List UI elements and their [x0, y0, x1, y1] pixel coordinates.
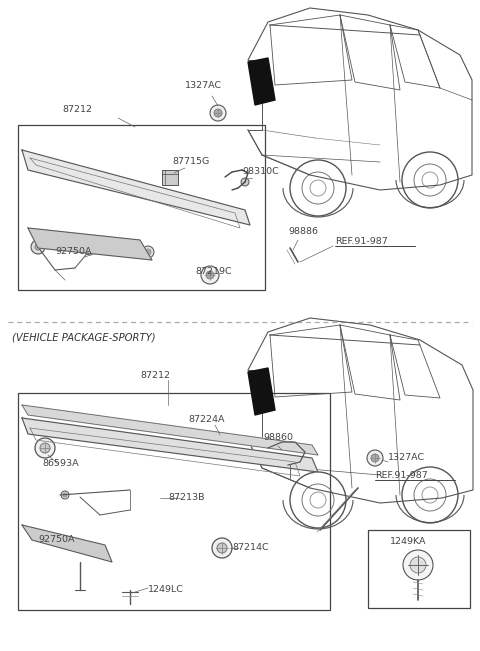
Text: 92750A: 92750A	[38, 536, 74, 544]
Text: 87213B: 87213B	[168, 493, 204, 501]
Polygon shape	[248, 368, 275, 415]
Text: (VEHICLE PACKAGE-SPORTY): (VEHICLE PACKAGE-SPORTY)	[12, 333, 156, 343]
Text: 1327AC: 1327AC	[388, 454, 425, 462]
Circle shape	[217, 543, 227, 553]
Text: 1249KA: 1249KA	[390, 538, 427, 546]
Polygon shape	[22, 150, 250, 225]
Circle shape	[210, 105, 226, 121]
Bar	[162, 170, 178, 185]
Circle shape	[35, 244, 41, 250]
Polygon shape	[248, 58, 275, 105]
Text: 87224A: 87224A	[188, 415, 225, 424]
Text: 98886: 98886	[288, 227, 318, 236]
Circle shape	[367, 450, 383, 466]
Text: 87212: 87212	[140, 372, 170, 380]
Text: 87214C: 87214C	[232, 544, 269, 553]
Text: 1327AC: 1327AC	[185, 81, 222, 90]
Circle shape	[63, 493, 67, 497]
Polygon shape	[22, 525, 112, 562]
Text: 92750A: 92750A	[55, 247, 92, 256]
Polygon shape	[22, 418, 318, 472]
Circle shape	[212, 538, 232, 558]
Circle shape	[35, 438, 55, 458]
Circle shape	[85, 245, 95, 255]
Circle shape	[61, 491, 69, 499]
Polygon shape	[22, 405, 318, 455]
Circle shape	[31, 240, 45, 254]
Circle shape	[40, 443, 50, 453]
Text: 87715G: 87715G	[172, 158, 209, 167]
Text: 98860: 98860	[263, 434, 293, 443]
Text: REF.91-987: REF.91-987	[335, 238, 388, 247]
Circle shape	[410, 557, 426, 573]
Polygon shape	[28, 228, 152, 260]
Text: 1249LC: 1249LC	[148, 585, 184, 594]
Circle shape	[201, 266, 219, 284]
Bar	[368, 530, 470, 608]
Text: 98310C: 98310C	[242, 167, 279, 176]
Circle shape	[403, 550, 433, 580]
Circle shape	[206, 271, 214, 279]
Circle shape	[88, 248, 92, 252]
Text: REF.91-987: REF.91-987	[375, 471, 428, 480]
Bar	[18, 125, 265, 290]
Circle shape	[371, 454, 379, 462]
Bar	[18, 393, 330, 610]
Circle shape	[142, 246, 154, 258]
Text: 87212: 87212	[62, 105, 92, 115]
Text: 87219C: 87219C	[195, 268, 232, 277]
Circle shape	[241, 178, 249, 186]
Circle shape	[145, 249, 151, 255]
Text: 86593A: 86593A	[42, 460, 79, 469]
Circle shape	[214, 109, 222, 117]
